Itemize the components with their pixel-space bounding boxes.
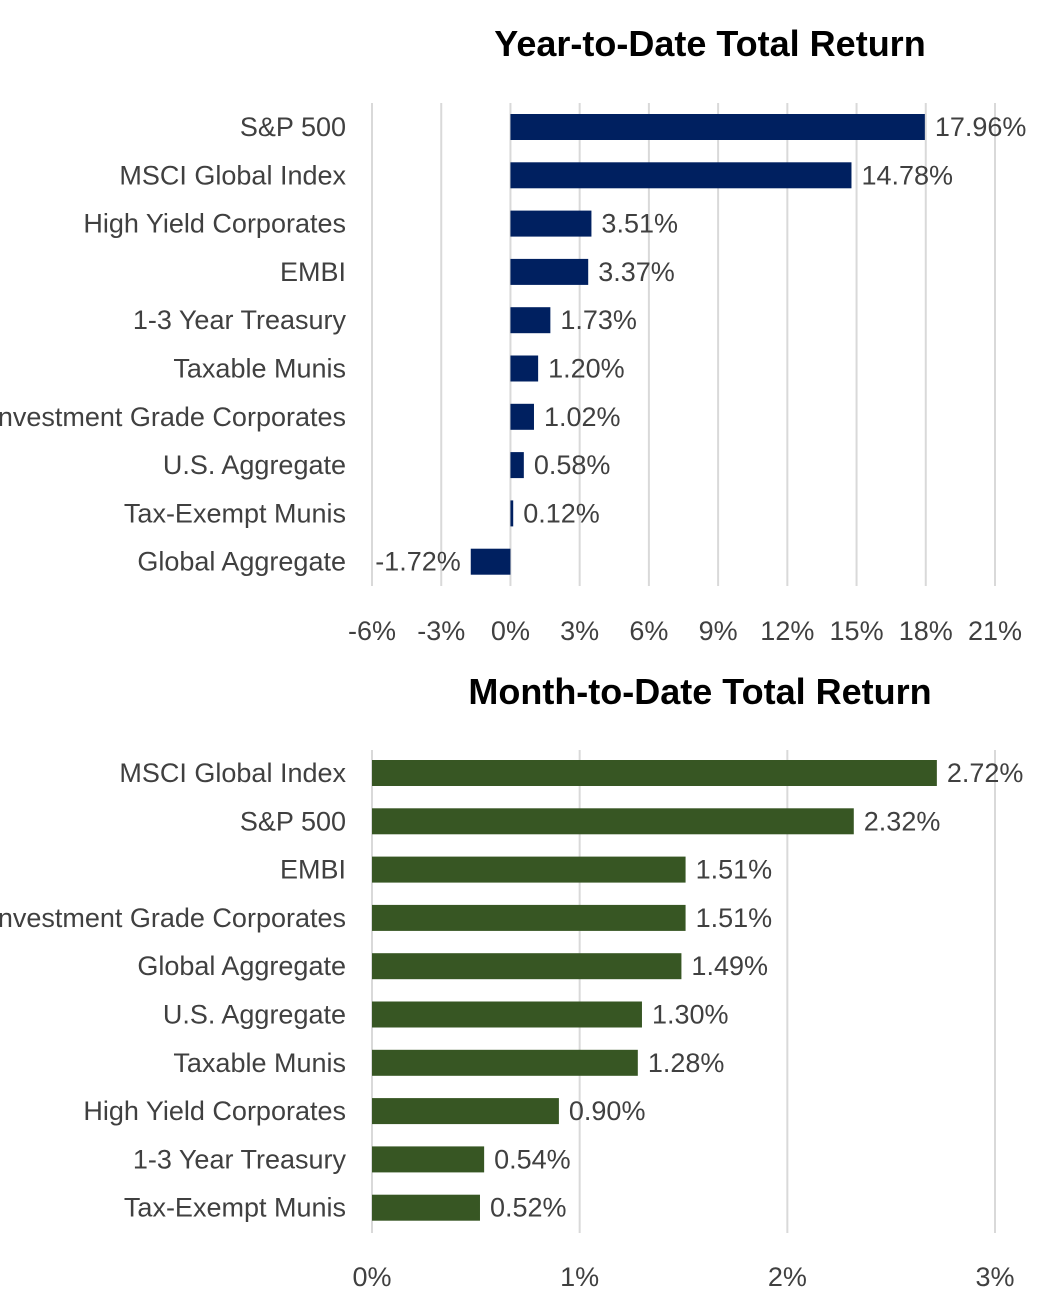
ytd-category-label: Global Aggregate bbox=[137, 547, 346, 577]
ytd-category-label: 1-3 Year Treasury bbox=[133, 305, 347, 335]
ytd-bar bbox=[510, 114, 925, 140]
mtd-return-chart: Month-to-Date Total Return MSCI Global I… bbox=[0, 671, 1023, 1292]
mtd-category-label: Tax-Exempt Munis bbox=[124, 1193, 346, 1223]
ytd-value-label: 0.12% bbox=[523, 498, 600, 528]
mtd-value-label: 0.90% bbox=[569, 1096, 646, 1126]
mtd-bar bbox=[372, 953, 682, 980]
mtd-value-label: 1.51% bbox=[696, 855, 773, 885]
ytd-bar bbox=[510, 162, 852, 189]
mtd-x-tick-label: 0% bbox=[352, 1262, 391, 1292]
ytd-value-label: 1.20% bbox=[548, 354, 625, 384]
ytd-value-label: 1.02% bbox=[544, 402, 621, 432]
ytd-x-tick-label: 21% bbox=[968, 616, 1022, 646]
ytd-category-label: S&P 500 bbox=[240, 112, 346, 142]
mtd-category-label: Investment Grade Corporates bbox=[0, 903, 346, 933]
ytd-bars bbox=[470, 114, 925, 575]
mtd-value-label: 1.49% bbox=[691, 951, 768, 981]
mtd-value-label: 2.32% bbox=[864, 806, 941, 836]
ytd-value-label: 3.51% bbox=[601, 209, 678, 239]
mtd-category-label: 1-3 Year Treasury bbox=[133, 1144, 347, 1174]
ytd-value-label: 14.78% bbox=[861, 160, 953, 190]
mtd-x-tick-label: 1% bbox=[560, 1262, 599, 1292]
mtd-bar bbox=[372, 808, 854, 835]
ytd-value-label: 0.58% bbox=[534, 450, 611, 480]
ytd-value-label: 1.73% bbox=[560, 305, 637, 335]
ytd-x-tick-label: 3% bbox=[560, 616, 599, 646]
mtd-x-tick-label: 2% bbox=[768, 1262, 807, 1292]
mtd-value-label: 0.52% bbox=[490, 1193, 567, 1223]
ytd-value-label: 3.37% bbox=[598, 257, 675, 287]
mtd-category-label: S&P 500 bbox=[240, 806, 346, 836]
ytd-x-axis-ticks: -6% -3% 0% 3% 6% 9% 12% 15% 18% 21% bbox=[348, 616, 1022, 646]
ytd-category-labels: S&P 500 MSCI Global Index High Yield Corpo… bbox=[0, 112, 346, 577]
ytd-value-label: 17.96% bbox=[935, 112, 1027, 142]
mtd-chart-title: Month-to-Date Total Return bbox=[468, 671, 931, 712]
ytd-category-label: Taxable Munis bbox=[173, 354, 346, 384]
ytd-x-tick-label: 6% bbox=[629, 616, 668, 646]
mtd-category-label: Taxable Munis bbox=[173, 1048, 346, 1078]
ytd-x-tick-label: 0% bbox=[491, 616, 530, 646]
ytd-x-tick-label: -3% bbox=[417, 616, 465, 646]
ytd-bar bbox=[510, 403, 534, 430]
ytd-bar bbox=[510, 355, 539, 382]
ytd-bar bbox=[510, 500, 514, 527]
ytd-category-label: MSCI Global Index bbox=[119, 160, 346, 190]
ytd-bar bbox=[510, 452, 524, 479]
mtd-category-label: EMBI bbox=[280, 855, 346, 885]
ytd-category-label: Investment Grade Corporates bbox=[0, 402, 346, 432]
ytd-x-tick-label: 9% bbox=[699, 616, 738, 646]
mtd-value-label: 1.51% bbox=[696, 903, 773, 933]
mtd-category-labels: MSCI Global Index S&P 500 EMBI Investment G… bbox=[0, 758, 346, 1223]
mtd-bar bbox=[372, 856, 686, 883]
mtd-category-label: U.S. Aggregate bbox=[163, 1000, 346, 1030]
ytd-value-label: -1.72% bbox=[375, 547, 461, 577]
mtd-category-label: High Yield Corporates bbox=[83, 1096, 346, 1126]
mtd-value-label: 0.54% bbox=[494, 1144, 571, 1174]
mtd-bar bbox=[372, 1001, 642, 1028]
mtd-category-label: Global Aggregate bbox=[137, 951, 346, 981]
mtd-bar bbox=[372, 760, 937, 786]
ytd-return-chart: Year-to-Date Total Return S&P 500 MSCI Gl… bbox=[0, 23, 1026, 646]
ytd-value-labels: 17.96% 14.78% 3.51% 3.37% 1.73% 1.20% 1.02% 0.5… bbox=[375, 112, 1026, 577]
mtd-x-axis-ticks: 0% 1% 2% 3% bbox=[352, 1262, 1014, 1292]
mtd-bar bbox=[372, 1049, 638, 1076]
ytd-chart-title: Year-to-Date Total Return bbox=[494, 23, 925, 64]
ytd-x-tick-label: 18% bbox=[899, 616, 953, 646]
mtd-bar bbox=[372, 1146, 485, 1173]
mtd-bar bbox=[372, 1098, 559, 1125]
ytd-bar bbox=[510, 307, 551, 334]
ytd-bar bbox=[470, 548, 511, 575]
mtd-bars bbox=[372, 760, 937, 1221]
mtd-bar bbox=[372, 1194, 480, 1221]
ytd-x-tick-label: 12% bbox=[760, 616, 814, 646]
ytd-category-label: EMBI bbox=[280, 257, 346, 287]
ytd-category-label: Tax-Exempt Munis bbox=[124, 498, 346, 528]
mtd-value-label: 1.28% bbox=[648, 1048, 725, 1078]
ytd-x-tick-label: 15% bbox=[830, 616, 884, 646]
mtd-category-label: MSCI Global Index bbox=[119, 758, 346, 788]
ytd-category-label: High Yield Corporates bbox=[83, 209, 346, 239]
ytd-bar bbox=[510, 258, 589, 285]
ytd-category-label: U.S. Aggregate bbox=[163, 450, 346, 480]
ytd-bar bbox=[510, 210, 592, 237]
mtd-value-label: 1.30% bbox=[652, 1000, 729, 1030]
mtd-bar bbox=[372, 904, 686, 931]
mtd-value-labels: 2.72%2.32% 1.51% 1.51% 1.49% 1.30% 1.28%0.90%… bbox=[490, 758, 1023, 1223]
mtd-value-label: 2.72% bbox=[947, 758, 1024, 788]
mtd-x-tick-label: 3% bbox=[975, 1262, 1014, 1292]
ytd-x-tick-label: -6% bbox=[348, 616, 396, 646]
